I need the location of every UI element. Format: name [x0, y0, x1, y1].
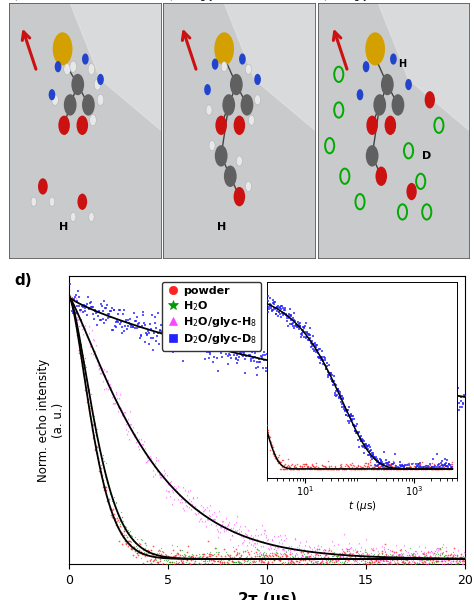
Circle shape — [97, 74, 104, 85]
Circle shape — [215, 116, 227, 135]
Text: H: H — [59, 222, 69, 232]
Circle shape — [224, 166, 237, 187]
Circle shape — [76, 116, 88, 135]
Circle shape — [246, 181, 252, 191]
Circle shape — [49, 89, 55, 100]
Circle shape — [214, 32, 234, 65]
Circle shape — [255, 95, 261, 105]
Circle shape — [241, 94, 253, 116]
Circle shape — [64, 64, 71, 75]
Circle shape — [390, 53, 397, 65]
Circle shape — [248, 115, 255, 125]
Circle shape — [88, 64, 95, 75]
Circle shape — [366, 116, 378, 135]
Circle shape — [64, 94, 76, 116]
Circle shape — [212, 59, 219, 70]
Circle shape — [356, 89, 364, 100]
Circle shape — [392, 94, 404, 116]
Circle shape — [234, 116, 245, 135]
Circle shape — [53, 32, 73, 65]
Circle shape — [97, 94, 104, 106]
Circle shape — [254, 74, 261, 85]
Text: d): d) — [14, 273, 32, 288]
Circle shape — [55, 61, 61, 72]
Circle shape — [49, 197, 55, 206]
Circle shape — [209, 140, 215, 151]
Circle shape — [374, 94, 386, 116]
Circle shape — [425, 91, 435, 109]
Circle shape — [58, 116, 70, 135]
Circle shape — [246, 64, 252, 74]
Circle shape — [31, 197, 36, 206]
Circle shape — [365, 32, 385, 65]
Text: H: H — [399, 59, 407, 69]
Circle shape — [222, 94, 235, 116]
Circle shape — [72, 74, 84, 95]
Circle shape — [71, 212, 76, 221]
Polygon shape — [224, 3, 315, 130]
Circle shape — [52, 94, 58, 106]
Circle shape — [239, 53, 246, 65]
Circle shape — [384, 116, 396, 135]
Circle shape — [366, 145, 379, 167]
Circle shape — [206, 105, 212, 115]
Text: D: D — [422, 151, 431, 161]
Polygon shape — [378, 3, 469, 130]
Text: c) D$_2$O/glyc-D$_8$: c) D$_2$O/glyc-D$_8$ — [318, 0, 390, 3]
Circle shape — [89, 212, 94, 221]
Circle shape — [204, 84, 211, 95]
Text: a) Mn$_{0.05\%}$- H$_2$O: a) Mn$_{0.05\%}$- H$_2$O — [9, 0, 87, 3]
Polygon shape — [70, 3, 161, 130]
Circle shape — [237, 156, 242, 166]
Circle shape — [215, 145, 228, 167]
Circle shape — [90, 115, 96, 126]
Circle shape — [70, 61, 76, 72]
Circle shape — [381, 74, 394, 95]
Circle shape — [82, 94, 95, 116]
Text: b) H$_2$O/glyc-H$_8$: b) H$_2$O/glyc-H$_8$ — [164, 0, 237, 3]
Circle shape — [221, 62, 227, 72]
Text: H: H — [217, 222, 226, 232]
Circle shape — [38, 178, 48, 194]
Circle shape — [230, 74, 243, 95]
Circle shape — [234, 187, 245, 206]
Circle shape — [82, 53, 89, 65]
Circle shape — [94, 79, 101, 90]
Circle shape — [405, 79, 412, 90]
Circle shape — [375, 167, 387, 186]
Circle shape — [363, 61, 369, 72]
Circle shape — [77, 194, 87, 210]
Circle shape — [406, 183, 417, 200]
